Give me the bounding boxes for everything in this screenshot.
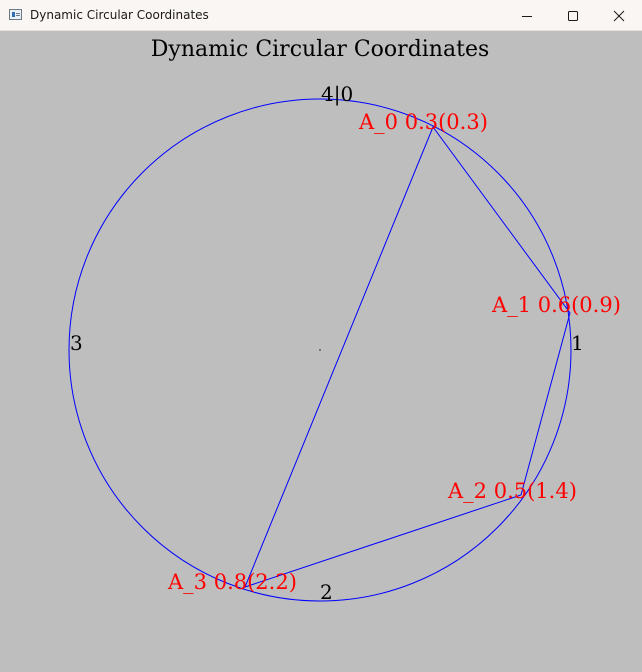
window-title: Dynamic Circular Coordinates (30, 8, 209, 22)
figure-heading: Dynamic Circular Coordinates (151, 37, 490, 62)
close-button[interactable] (596, 0, 642, 31)
axis-label-top: 4|0 (321, 82, 353, 107)
unit-circle (68, 98, 572, 602)
drawing-canvas: Dynamic Circular Coordinates 4|0 1 2 3 A… (0, 31, 642, 672)
circle-figure: Dynamic Circular Coordinates 4|0 1 2 3 A… (68, 37, 621, 604)
maximize-button[interactable] (550, 0, 596, 31)
axis-label-right: 1 (571, 331, 584, 355)
minimize-icon (522, 15, 532, 17)
app-icon (9, 9, 22, 20)
point-polygon (244, 125, 571, 588)
point-label-a2: A_2 0.5(1.4) (447, 479, 577, 503)
maximize-icon (568, 10, 578, 21)
title-bar[interactable]: Dynamic Circular Coordinates (0, 0, 642, 31)
center-dot (319, 349, 321, 351)
point-label-a3: A_3 0.8(2.2) (167, 570, 297, 594)
close-icon (613, 10, 625, 21)
minimize-button[interactable] (504, 0, 550, 31)
axis-label-left: 3 (70, 331, 83, 355)
axis-label-bottom: 2 (320, 580, 333, 604)
point-label-a1: A_1 0.6(0.9) (491, 293, 621, 317)
point-label-a0: A_0 0.3(0.3) (358, 110, 488, 134)
